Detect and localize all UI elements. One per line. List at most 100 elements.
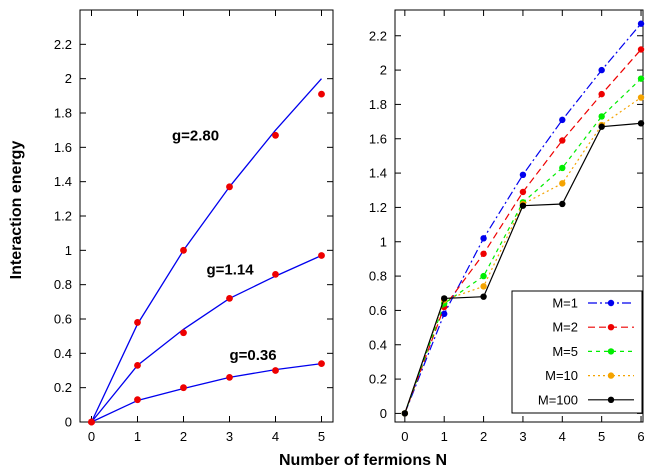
legend-label: M=100 [538, 392, 578, 407]
data-point [519, 171, 527, 178]
data-point [559, 137, 566, 144]
y-tick-label: 1.8 [54, 106, 72, 121]
x-tick-label: 6 [637, 429, 644, 444]
y-tick-label: 2 [380, 63, 387, 78]
data-point [559, 116, 566, 124]
fit-curve [91, 362, 322, 423]
data-point [480, 250, 487, 257]
y-tick-label: 0.6 [369, 303, 387, 318]
data-point [519, 202, 527, 209]
y-tick-label: 2 [65, 71, 72, 86]
legend-marker [607, 299, 615, 307]
y-tick-label: 0 [380, 406, 387, 421]
x-tick-label: 0 [401, 429, 408, 444]
legend-label: M=1 [552, 296, 578, 311]
data-point [441, 310, 448, 318]
y-tick-label: 1.4 [54, 174, 72, 189]
y-tick-label: 1.4 [369, 166, 387, 181]
x-tick-label: 3 [519, 429, 526, 444]
y-tick-label: 0.4 [369, 337, 387, 352]
data-point [559, 180, 566, 187]
data-point [180, 329, 187, 337]
data-point [401, 410, 409, 417]
data-point [88, 418, 95, 426]
x-axis-title: Number of fermions N [279, 452, 447, 469]
data-point [180, 384, 187, 392]
data-point [598, 90, 605, 98]
y-tick-label: 0.2 [54, 380, 72, 395]
legend-marker [607, 396, 615, 403]
y-tick-label: 1.6 [54, 140, 72, 155]
data-point [272, 270, 279, 278]
data-point [134, 319, 141, 326]
x-tick-label: 2 [180, 429, 187, 444]
y-tick-label: 0.2 [369, 372, 387, 387]
data-point [480, 293, 487, 300]
x-tick-label: 5 [318, 429, 325, 444]
data-point [519, 188, 527, 196]
plot-frame [394, 9, 644, 423]
x-tick-label: 4 [559, 429, 566, 444]
y-tick-label: 0.6 [54, 312, 72, 327]
data-point [480, 283, 487, 290]
legend-label: M=10 [545, 368, 578, 383]
data-point [226, 183, 233, 191]
y-tick-label: 1 [380, 234, 387, 249]
data-point [480, 235, 487, 242]
data-point [226, 295, 233, 302]
y-tick-label: 0 [65, 415, 72, 430]
plot-frame [79, 9, 334, 423]
y-tick-label: 0.4 [54, 346, 72, 361]
data-point [318, 90, 325, 98]
x-tick-label: 1 [441, 429, 448, 444]
x-tick-label: 0 [88, 429, 95, 444]
series-label: g=1.14 [207, 261, 255, 278]
x-tick-label: 4 [272, 429, 279, 444]
y-tick-label: 1.2 [54, 209, 72, 224]
y-tick-label: 2.2 [369, 28, 387, 43]
left-panel: 0 0.2 0.4 0.6 0.8 1 1.2 1.4 1.6 1.8 2 2.2 0 1 2 3 4 5 g=2.… [54, 9, 334, 444]
data-point [637, 120, 645, 127]
data-point [226, 373, 233, 381]
legend-marker [607, 348, 615, 355]
y-axis-title: Interaction energy [8, 141, 25, 280]
data-point [318, 252, 325, 259]
x-tick-label: 2 [480, 429, 487, 444]
data-point [318, 360, 325, 368]
x-tick-label: 5 [598, 429, 605, 444]
x-tick-label: 1 [134, 429, 141, 444]
data-point [637, 20, 645, 27]
y-tick-label: 1.6 [369, 131, 387, 146]
y-tick-label: 0.8 [54, 277, 72, 292]
fit-curve [90, 78, 322, 423]
y-tick-label: 1.8 [369, 97, 387, 112]
data-point [559, 164, 566, 172]
data-point [637, 46, 645, 53]
data-point [272, 131, 279, 139]
y-tick-label: 0.8 [369, 269, 387, 284]
fit-curve [90, 254, 322, 423]
data-point [598, 66, 605, 74]
data-point [134, 361, 141, 369]
x-tick-label: 3 [226, 429, 233, 444]
data-point [637, 75, 645, 82]
data-point [637, 94, 645, 101]
legend-marker [607, 372, 615, 379]
legend-marker [607, 324, 615, 331]
legend-label: M=5 [552, 344, 578, 359]
data-point [598, 113, 605, 120]
data-point [559, 200, 566, 208]
series-label: g=0.36 [230, 347, 277, 364]
right-panel: 0 0.2 0.4 0.6 0.8 1 1.2 1.4 1.6 1.8 2 2.2 0 1 2 3 4 5 6 M=1… [369, 9, 645, 444]
data-point [272, 367, 279, 374]
y-tick-label: 2.2 [54, 37, 72, 52]
legend: M=1 M=2 M=5 M=10 M=100 [511, 290, 643, 414]
y-tick-label: 1 [65, 243, 72, 258]
data-point [480, 272, 487, 280]
series-label: g=2.80 [172, 127, 219, 144]
data-point [441, 295, 448, 302]
data-point [598, 123, 605, 130]
data-point [180, 246, 187, 254]
data-point [134, 396, 141, 404]
